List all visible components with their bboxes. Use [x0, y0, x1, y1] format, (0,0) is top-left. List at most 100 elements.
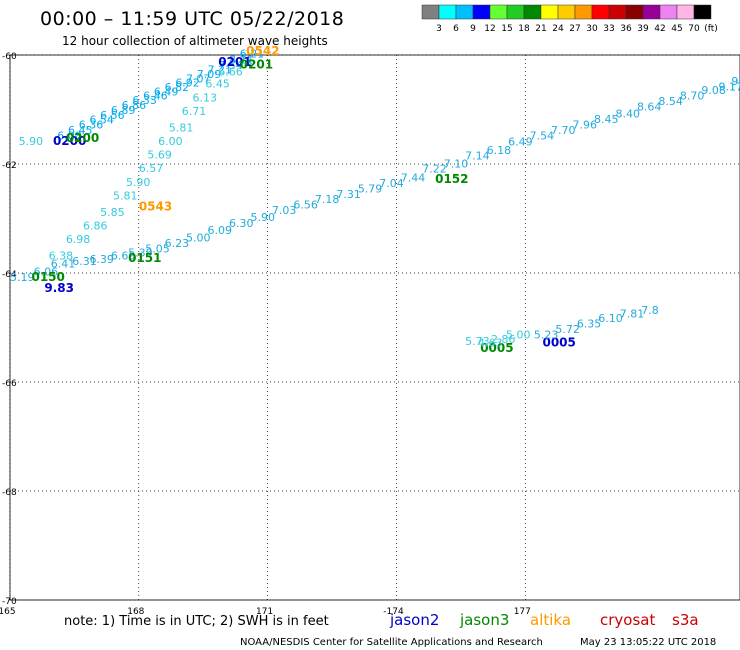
swh-value-label: 6.06: [34, 266, 59, 279]
swh-value-label: 6.35: [577, 318, 602, 331]
swh-value-label: 7.09: [197, 68, 222, 81]
swh-value-label: 6.86: [122, 99, 147, 112]
time-label: 0005: [480, 341, 513, 355]
colorbar-label: 18: [518, 24, 530, 34]
satellite-legend-item: jason2: [389, 611, 439, 629]
swh-value-label: 5.23: [534, 328, 559, 341]
swh-value-label: 9.1: [731, 75, 740, 88]
swh-value-label: 6.60: [111, 249, 136, 262]
swh-value-label: 7.03: [272, 204, 297, 217]
credit-text: NOAA/NESDIS Center for Satellite Applica…: [240, 637, 543, 648]
time-label: 0200: [66, 131, 99, 145]
swh-value-label: 5.79: [358, 182, 383, 195]
satellite-legend-item: cryosat: [600, 611, 655, 629]
colorbar-label: (ft): [704, 24, 718, 34]
swh-value-label: 9.17: [719, 80, 740, 93]
y-tick-label: -66: [2, 379, 17, 389]
colorbar-swatch: [421, 4, 440, 20]
x-tick-label: 165: [0, 607, 16, 617]
swh-value-label: 6.41: [51, 258, 75, 271]
swh-value-label: 6.82: [165, 81, 190, 94]
data-marks: 6.086.456.366.546.566.896.866.336.466.49…: [10, 44, 740, 355]
timestamp-text: May 23 13:05:22 UTC 2018: [580, 637, 716, 648]
y-tick-label: -68: [2, 488, 17, 498]
colorbar-label: 3: [436, 24, 442, 34]
satellite-legend-item: s3a: [672, 611, 699, 629]
swh-value-label: 5.90: [19, 135, 43, 148]
swh-value-label: 5.05: [145, 242, 170, 255]
swh-value-label: 5.85: [100, 206, 125, 219]
swh-value-label: 7.54: [530, 129, 555, 142]
swh-value-label: 6.13: [193, 91, 218, 104]
swh-value-label: 6.10: [598, 312, 623, 325]
time-label: 0542: [246, 44, 279, 58]
swh-value-label: 7.8: [641, 304, 659, 317]
y-tick-label: -62: [2, 161, 17, 171]
x-tick-label: 171: [256, 607, 273, 617]
colorbar-label: 70: [688, 24, 700, 34]
swh-value-label: 7.96: [573, 119, 598, 132]
swh-value-label: 5.81: [169, 121, 194, 134]
x-tick-label: -174: [383, 607, 404, 617]
colorbar-label: 30: [586, 24, 598, 34]
colorbar-swatch: [693, 4, 712, 20]
colorbar-swatch: [608, 4, 627, 20]
colorbar-swatch: [591, 4, 610, 20]
swh-value-label: 6.30: [229, 217, 254, 230]
colorbar-swatch: [659, 4, 678, 20]
swh-value-label: 6.56: [100, 109, 125, 122]
colorbar-swatch: [506, 4, 525, 20]
map-grid: [9, 54, 740, 601]
swh-value-label: 6.57: [139, 162, 164, 175]
colorbar-swatch: [642, 4, 661, 20]
swh-value-label: 5.00: [186, 231, 211, 244]
time-label: 0201: [218, 55, 251, 69]
swh-value-label: 6.66: [218, 66, 243, 79]
swh-value-label: 6.08: [57, 129, 81, 142]
swh-value-label: 8.11: [229, 54, 254, 67]
colorbar-swatch: [625, 4, 644, 20]
colorbar-label: 9: [470, 24, 476, 34]
colorbar-label: 33: [603, 24, 614, 34]
y-tick-label: -60: [2, 52, 17, 62]
swh-value-label: 6.49: [154, 85, 179, 98]
swh-value-label: 7.07: [186, 72, 211, 85]
swh-value-label: 8.45: [594, 113, 619, 126]
swh-value-label: 6.23: [165, 237, 190, 250]
swh-value-label: 6.36: [79, 119, 104, 132]
swh-value-label: 6.71: [182, 105, 207, 118]
colorbar-swatch: [557, 4, 576, 20]
chart-title: 00:00 – 11:59 UTC 05/22/2018: [40, 8, 344, 30]
time-label: 0543: [139, 199, 172, 213]
swh-value-label: 6.31: [72, 255, 97, 268]
swh-value-label: 7.22: [422, 163, 447, 176]
y-tick-label: -64: [2, 270, 17, 280]
swh-value-label: 5.00: [506, 328, 531, 341]
swh-value-label: 6.33: [132, 94, 157, 107]
swh-value-label: 5.73: [465, 335, 490, 348]
swh-value-label: 6.21: [240, 48, 265, 61]
swh-value-label: 6.39: [89, 253, 114, 266]
y-tick-label: -70: [2, 597, 17, 607]
swh-value-label: 8.70: [680, 90, 705, 103]
colorbar-label: 15: [501, 24, 512, 34]
swh-value-label: 7.44: [401, 171, 426, 184]
colorbar-label: 42: [654, 24, 665, 34]
satellite-legend-item: jason3: [459, 611, 509, 629]
swh-value-label: 4.63: [478, 337, 503, 350]
swh-value-label: 5.19: [10, 271, 35, 284]
swh-value-label: 5.69: [147, 149, 172, 162]
time-label: 0151: [128, 251, 161, 265]
colorbar-label: 45: [671, 24, 682, 34]
swh-value-label: 7.31: [336, 188, 361, 201]
swh-value-label: 5.90: [250, 211, 275, 224]
x-tick-label: 177: [514, 607, 531, 617]
colorbar-label: 24: [552, 24, 564, 34]
swh-value-label: 8.54: [658, 95, 683, 108]
y-axis-ticks: -60 -62 -64 -66 -68 -70: [2, 52, 17, 607]
swh-value-label: 6.86: [83, 219, 108, 232]
footnote: note: 1) Time is in UTC; 2) SWH is in fe…: [64, 614, 329, 629]
swh-value-label: 6.98: [66, 233, 91, 246]
colorbar-label: 12: [484, 24, 495, 34]
colorbar-swatch: [438, 4, 457, 20]
